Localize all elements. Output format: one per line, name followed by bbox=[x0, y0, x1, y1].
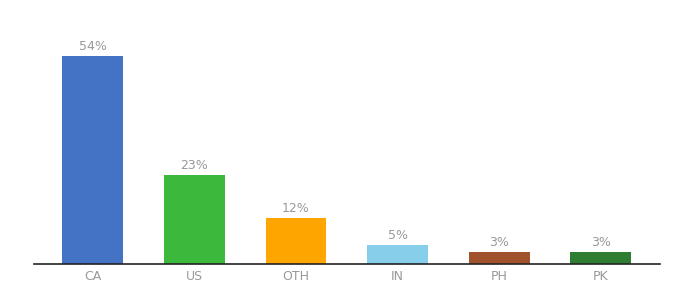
Bar bbox=[469, 252, 530, 264]
Text: 23%: 23% bbox=[181, 159, 208, 172]
Text: 3%: 3% bbox=[591, 236, 611, 249]
Text: 12%: 12% bbox=[282, 202, 310, 214]
Bar bbox=[571, 252, 631, 264]
Text: 54%: 54% bbox=[79, 40, 107, 52]
Text: 3%: 3% bbox=[489, 236, 509, 249]
Bar bbox=[164, 175, 225, 264]
Bar bbox=[367, 245, 428, 264]
Bar bbox=[63, 56, 123, 264]
Text: 5%: 5% bbox=[388, 229, 407, 242]
Bar bbox=[266, 218, 326, 264]
